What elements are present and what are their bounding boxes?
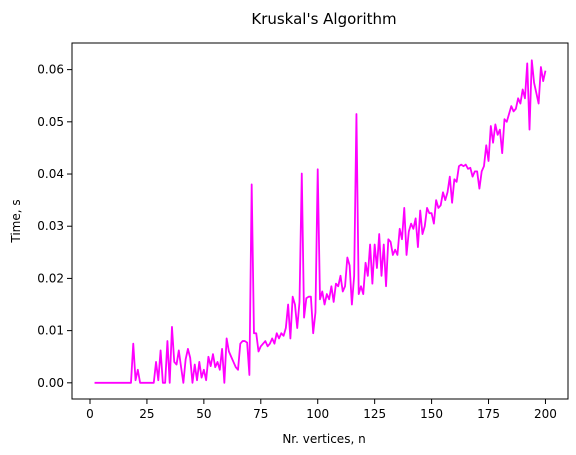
y-tick-label: 0.01 (37, 324, 64, 338)
x-tick-label: 25 (139, 407, 154, 421)
x-tick-label: 175 (477, 407, 500, 421)
x-tick-label: 75 (253, 407, 268, 421)
y-tick-label: 0.04 (37, 167, 64, 181)
axes-frame (71, 42, 569, 400)
x-tick-label: 125 (363, 407, 386, 421)
y-tick-label: 0.06 (37, 63, 64, 77)
x-axis-label: Nr. vertices, n (282, 432, 365, 446)
y-tick-label: 0.05 (37, 115, 64, 129)
y-tick-label: 0.03 (37, 219, 64, 233)
x-axis: 0 25 50 75 100 125 150 175 200 (86, 399, 557, 421)
x-tick-label: 150 (420, 407, 443, 421)
series-layer (94, 59, 547, 384)
x-tick-label: 200 (534, 407, 557, 421)
x-tick-label: 50 (196, 407, 211, 421)
y-tick-label: 0.00 (37, 376, 64, 390)
y-axis: 0.00 0.01 0.02 0.03 0.04 0.05 0.06 (37, 63, 72, 390)
y-axis-label: Time, s (9, 199, 23, 243)
x-tick-label: 100 (306, 407, 329, 421)
x-tick-label: 0 (86, 407, 94, 421)
series-line (94, 59, 547, 384)
y-tick-label: 0.02 (37, 271, 64, 285)
chart-title: Kruskal's Algorithm (251, 10, 396, 28)
